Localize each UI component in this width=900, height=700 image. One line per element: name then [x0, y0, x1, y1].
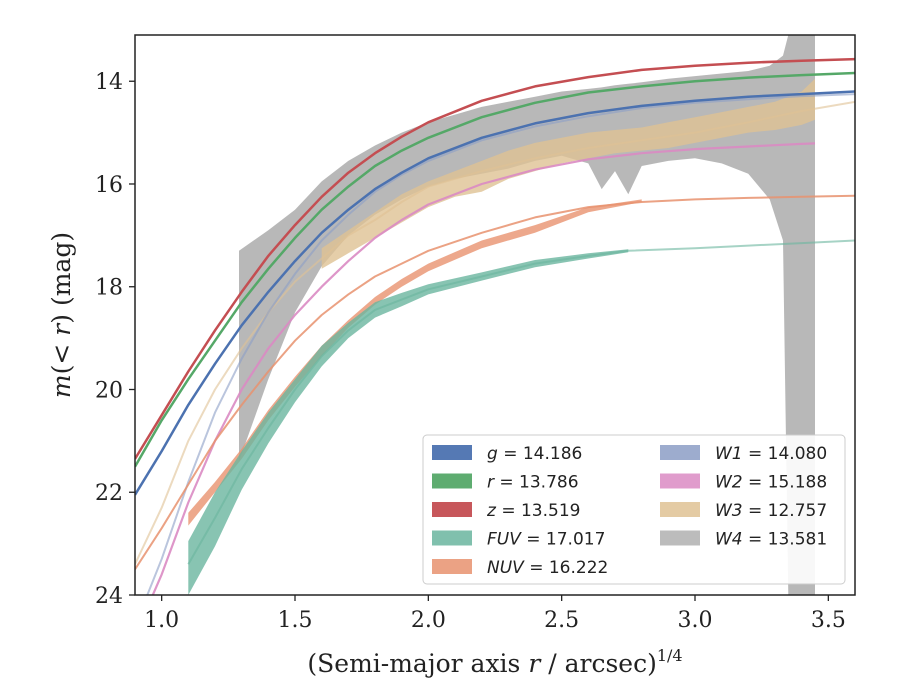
legend-swatch-w4	[660, 530, 700, 546]
legend-band-value: = 13.519	[496, 501, 581, 521]
series-line-z	[135, 57, 855, 460]
legend-label-z: z = 13.519	[486, 501, 580, 521]
y-tick-label: 24	[95, 584, 123, 609]
x-tick-label: 2.0	[411, 608, 446, 633]
legend-label-w2: W2 = 15.188	[715, 473, 827, 493]
legend-label-g: g = 14.186	[487, 444, 582, 464]
y-tick-label: 20	[95, 378, 123, 403]
legend-band-name: W1	[715, 444, 743, 464]
series-line-w2	[151, 142, 816, 595]
x-axis-label-unit: / arcsec)	[540, 649, 657, 678]
legend-label-w3: W3 = 12.757	[715, 501, 827, 521]
legend-swatch-w3	[660, 502, 700, 517]
legend-swatch-z	[432, 502, 472, 517]
legend-swatch-g	[432, 445, 472, 460]
x-tick-label: 3.0	[678, 608, 713, 633]
legend-band-name: z	[486, 501, 497, 521]
legend-band-name: g	[487, 444, 498, 464]
series-line-w1	[146, 93, 855, 595]
legend-swatch-w1	[660, 445, 700, 460]
legend-band-value: = 16.222	[524, 558, 609, 578]
x-axis-label-main: (Semi-major axis	[307, 649, 528, 678]
legend-swatch-r	[432, 473, 472, 489]
legend-swatch-w2	[660, 473, 700, 489]
x-tick-label: 2.5	[544, 608, 579, 633]
y-axis-label-main: m	[47, 374, 76, 398]
series-line-r	[135, 71, 855, 468]
legend-band-name: FUV	[487, 530, 522, 550]
series-line-fuv	[187, 239, 855, 565]
legend-band-value: = 17.017	[521, 530, 606, 550]
legend-label-nuv: NUV = 16.222	[487, 558, 608, 578]
legend-band-name: W2	[715, 473, 743, 493]
legend-swatch-nuv	[432, 559, 472, 574]
legend-band-value: = 14.080	[743, 444, 828, 464]
band-fuv	[188, 249, 629, 595]
x-axis-label-exponent: 1/4	[657, 646, 683, 665]
legend-band-value: = 15.188	[743, 473, 828, 493]
legend-band-value: = 13.786	[494, 473, 579, 493]
series-line-w3	[135, 100, 855, 565]
x-tick-label: 1.5	[278, 608, 313, 633]
y-tick-label: 14	[95, 70, 123, 95]
plot-frame	[134, 34, 856, 596]
x-tick-label: 3.5	[811, 608, 846, 633]
series-lines	[135, 57, 855, 595]
legend-label-w1: W1 = 14.080	[715, 444, 827, 464]
legend-band-name: r	[487, 473, 495, 493]
legend-label-w4: W4 = 13.581	[715, 530, 827, 550]
x-axis-label-var: r	[528, 649, 542, 678]
uncertainty-bands	[188, 35, 815, 595]
band-w3	[321, 78, 815, 269]
legend-band-value: = 13.581	[743, 530, 828, 550]
y-axis-label: m(< r) (mag)	[47, 232, 76, 398]
legend-band-name: W3	[715, 501, 743, 521]
legend-label-fuv: FUV = 17.017	[487, 530, 605, 550]
legend-label-r: r = 13.786	[487, 473, 579, 493]
series-line-nuv	[135, 194, 855, 570]
x-axis-label: (Semi-major axis r / arcsec)1/4	[307, 646, 682, 678]
y-axis-label-unit: ) (mag)	[47, 232, 76, 324]
y-axis-label-var: r	[47, 322, 76, 336]
series-line-g	[135, 90, 855, 496]
legend-frame	[422, 434, 846, 585]
legend-swatch-fuv	[432, 530, 472, 546]
legend-band-value: = 12.757	[743, 501, 828, 521]
y-tick-label: 16	[95, 173, 123, 198]
legend-band-value: = 14.186	[498, 444, 583, 464]
x-axis-ticks: 1.0 1.5 2.0 2.5 3.0 3.5	[144, 595, 846, 633]
legend-band-name: NUV	[487, 558, 525, 578]
band-w4	[239, 35, 815, 595]
x-tick-label: 1.0	[144, 608, 179, 633]
y-tick-label: 18	[95, 276, 123, 301]
y-axis-label-mid: (<	[47, 336, 76, 375]
legend-band-name: W4	[715, 530, 743, 550]
y-tick-label: 22	[95, 481, 123, 506]
y-axis-ticks: 14 16 18 20 22 24	[95, 70, 135, 609]
